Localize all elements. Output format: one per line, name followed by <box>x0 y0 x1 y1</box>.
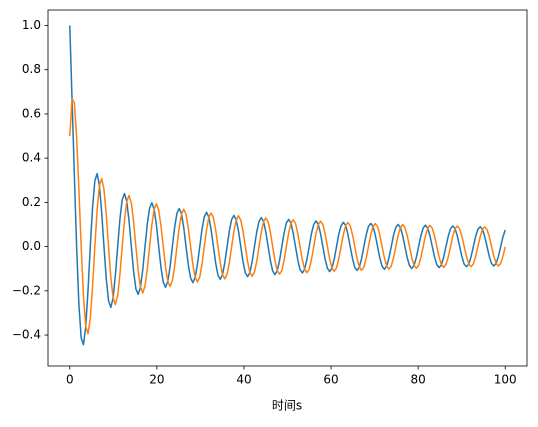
plot-frame <box>47 9 528 367</box>
x-tick-label: 100 <box>494 373 517 387</box>
x-tick-label: 0 <box>66 373 74 387</box>
data-line <box>69 25 506 346</box>
x-tick-label: 20 <box>149 373 164 387</box>
y-tick-label: 0.0 <box>22 239 41 253</box>
x-tick-label: 60 <box>323 373 338 387</box>
y-tick-label: 0.2 <box>22 195 41 209</box>
y-tick-label: 1.0 <box>22 18 41 32</box>
y-tick-label: 0.8 <box>22 62 41 76</box>
data-line <box>69 98 506 335</box>
y-tick-label: 0.6 <box>22 106 41 120</box>
x-tick-label: 40 <box>236 373 251 387</box>
y-tick-label: −0.2 <box>12 283 41 297</box>
x-tick-label: 80 <box>410 373 425 387</box>
y-tick-label: −0.4 <box>12 328 41 342</box>
x-axis-label: 时间s <box>272 399 302 413</box>
y-tick-label: 0.4 <box>22 151 41 165</box>
